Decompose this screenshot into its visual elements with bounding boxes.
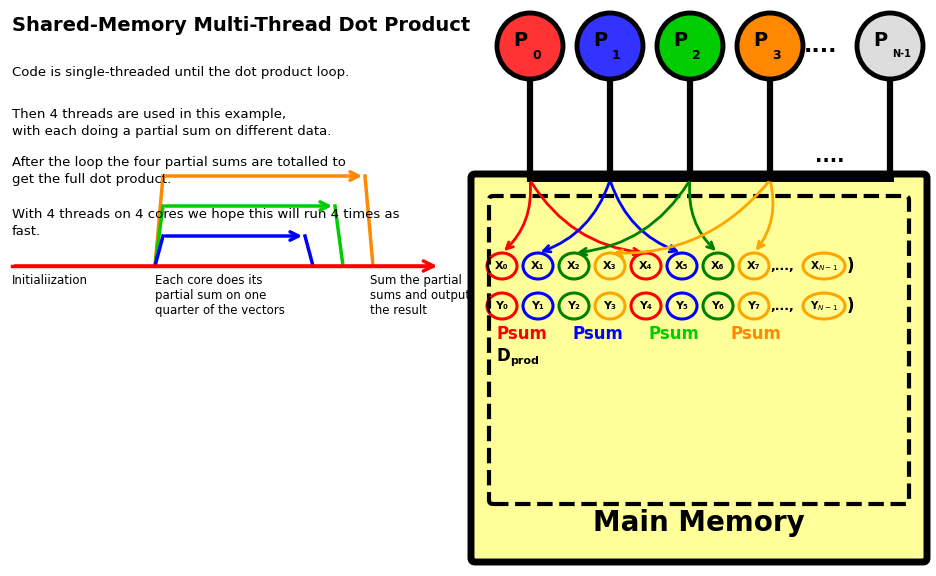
Text: X₇: X₇ <box>747 261 761 271</box>
Text: ): ) <box>846 297 854 315</box>
Text: X₆: X₆ <box>711 261 724 271</box>
Text: (: ( <box>484 257 491 275</box>
Text: Each core does its
partial sum on one
quarter of the vectors: Each core does its partial sum on one qu… <box>155 274 285 317</box>
Text: Y₁: Y₁ <box>532 301 545 311</box>
Text: X₄: X₄ <box>639 261 652 271</box>
Text: P: P <box>513 31 527 50</box>
Circle shape <box>577 13 643 79</box>
Text: Psum: Psum <box>497 325 548 343</box>
Text: X$_{N-1}$: X$_{N-1}$ <box>810 259 839 273</box>
FancyBboxPatch shape <box>471 174 927 562</box>
Text: X₃: X₃ <box>603 261 617 271</box>
Text: Main Memory: Main Memory <box>593 509 805 537</box>
Text: ): ) <box>846 257 854 275</box>
Text: Y₇: Y₇ <box>748 301 760 311</box>
Circle shape <box>497 13 563 79</box>
Text: Initialiization: Initialiization <box>12 274 88 287</box>
Text: N-1: N-1 <box>892 49 911 59</box>
Text: 3: 3 <box>772 49 781 62</box>
Text: Psum: Psum <box>572 325 622 343</box>
Text: With 4 threads on 4 cores we hope this will run 4 times as
fast.: With 4 threads on 4 cores we hope this w… <box>12 208 400 238</box>
Text: X₅: X₅ <box>675 261 689 271</box>
Text: (: ( <box>484 297 491 315</box>
Text: Y₆: Y₆ <box>711 301 724 311</box>
Text: 1: 1 <box>612 49 621 62</box>
Text: Sum the partial
sums and output
the result: Sum the partial sums and output the resu… <box>370 274 470 317</box>
Text: After the loop the four partial sums are totalled to
get the full dot product.: After the loop the four partial sums are… <box>12 156 346 186</box>
Text: X₁: X₁ <box>532 261 545 271</box>
Text: Shared-Memory Multi-Thread Dot Product: Shared-Memory Multi-Thread Dot Product <box>12 16 470 35</box>
Text: Psum: Psum <box>648 325 699 343</box>
Text: Code is single-threaded until the dot product loop.: Code is single-threaded until the dot pr… <box>12 66 349 79</box>
Circle shape <box>857 13 923 79</box>
Circle shape <box>737 13 803 79</box>
Circle shape <box>657 13 723 79</box>
Text: ....: .... <box>803 36 837 56</box>
Text: X₀: X₀ <box>495 261 509 271</box>
Text: Y₂: Y₂ <box>567 301 580 311</box>
Text: Y₄: Y₄ <box>639 301 652 311</box>
Text: P: P <box>673 31 687 50</box>
Text: ....: .... <box>815 147 845 166</box>
Text: P: P <box>873 31 887 50</box>
Text: Y₅: Y₅ <box>676 301 689 311</box>
Text: Y$_{N-1}$: Y$_{N-1}$ <box>810 299 838 313</box>
Text: Y₀: Y₀ <box>495 301 508 311</box>
Text: D: D <box>497 347 511 365</box>
Text: Y₃: Y₃ <box>604 301 617 311</box>
Text: Psum: Psum <box>730 325 781 343</box>
Text: X₂: X₂ <box>567 261 580 271</box>
Text: P: P <box>753 31 767 50</box>
FancyBboxPatch shape <box>489 196 909 504</box>
Text: ,...,: ,..., <box>770 300 794 313</box>
Text: 2: 2 <box>692 49 701 62</box>
Text: prod: prod <box>510 356 539 366</box>
Text: P: P <box>592 31 607 50</box>
Text: Then 4 threads are used in this example,
with each doing a partial sum on differ: Then 4 threads are used in this example,… <box>12 108 331 138</box>
Text: 0: 0 <box>532 49 541 62</box>
Text: ,...,: ,..., <box>770 260 794 272</box>
